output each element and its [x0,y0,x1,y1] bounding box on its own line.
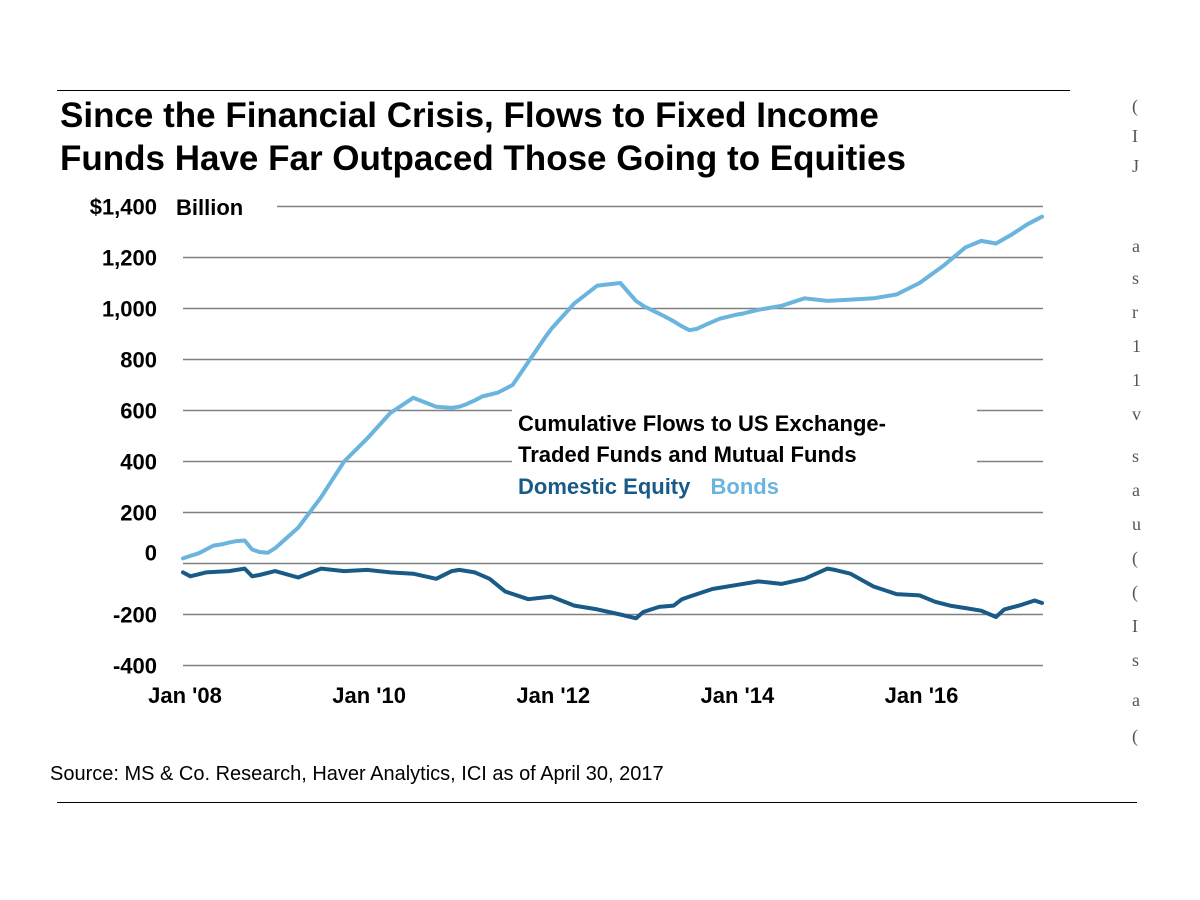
y-tick-label: $1,400 [90,195,157,220]
y-tick-label: 200 [120,501,157,526]
x-tick-label: Jan '08 [148,683,222,708]
x-tick-label: Jan '12 [516,683,590,708]
cropped-glyph: J [1132,156,1140,176]
annotation-line-2: Traded Funds and Mutual Funds [518,442,857,467]
legend-domestic-equity: Domestic Equity [518,474,691,499]
cropped-glyph: s [1132,650,1140,670]
source-note: Source: MS & Co. Research, Haver Analyti… [50,763,664,785]
series-line-domestic-equity [181,566,1044,621]
series-lines [181,214,1044,621]
annotation-line-1: Cumulative Flows to US Exchange- [518,411,886,436]
cropped-glyph: r [1132,302,1138,322]
cropped-glyph: u [1132,514,1141,534]
cropped-glyph: I [1132,616,1138,636]
chart-title-line-2: Funds Have Far Outpaced Those Going to E… [60,139,906,178]
x-tick-label: Jan '10 [332,683,406,708]
x-tick-label: Jan '16 [885,683,959,708]
cropped-glyph: 1 [1132,336,1141,356]
cropped-glyph: ( [1132,726,1138,746]
cropped-glyph: ( [1132,582,1138,602]
y-tick-label: 400 [120,450,157,475]
cropped-glyph: a [1132,690,1140,710]
y-tick-label: -400 [113,654,157,679]
y-axis-tick-labels: $1,400 1,200 1,000 800 600 400 200 0 -200 -400 [90,195,157,679]
series-line-bonds [181,214,1044,561]
y-tick-label: 1,200 [102,246,157,271]
cropped-glyph: a [1132,480,1140,500]
cropped-glyph: s [1132,446,1140,466]
annotation-background [512,408,977,502]
cropped-glyph: a [1132,236,1140,256]
y-tick-label: -200 [113,603,157,628]
y-tick-label: 1,000 [102,297,157,322]
cropped-glyph: s [1132,268,1140,288]
cropped-glyph: ( [1132,548,1138,568]
top-rule [57,90,1070,91]
y-axis-unit-label: Billion [176,195,243,220]
y-tick-label: 800 [120,348,157,373]
chart-title: Since the Financial Crisis, Flows to Fix… [60,94,1060,180]
x-tick-label: Jan '14 [701,683,775,708]
cropped-glyph: v [1132,404,1141,424]
legend-bonds: Bonds [711,474,779,499]
chart-title-line-1: Since the Financial Crisis, Flows to Fix… [60,96,879,135]
y-tick-label: 0 [145,541,157,566]
cropped-glyph: 1 [1132,370,1141,390]
bottom-rule [57,802,1137,803]
y-tick-label: 600 [120,399,157,424]
chart-annotation: Cumulative Flows to US Exchange- Traded … [512,408,977,502]
cropped-glyph: ( [1132,96,1138,116]
annotation-legend: Domestic Equity Bonds [518,474,779,499]
cropped-glyph: I [1132,126,1138,146]
x-axis-tick-labels: Jan '08 Jan '10 Jan '12 Jan '14 Jan '16 [148,683,958,708]
